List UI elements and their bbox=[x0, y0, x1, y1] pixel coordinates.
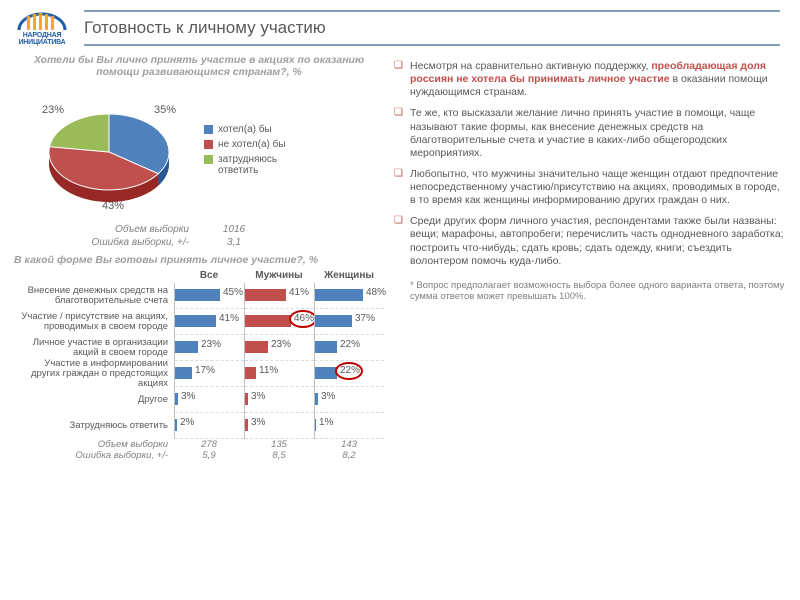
bars-meta: Объем выборки 278 135 143 Ошибка выборки… bbox=[14, 439, 384, 461]
bullet-item: Любопытно, что мужчины значительно чаще … bbox=[394, 168, 786, 207]
bar-cell: 37% bbox=[314, 309, 384, 335]
bars-title: В какой форме Вы готовы принять личное у… bbox=[14, 254, 384, 266]
col-head-1: Мужчины bbox=[244, 270, 314, 283]
bar-cell: 2% bbox=[174, 413, 244, 439]
header: НАРОДНАЯ ИНИЦИАТИВА Готовность к личному… bbox=[0, 0, 800, 46]
bar-cell: 3% bbox=[244, 413, 314, 439]
bar-cell: 22% bbox=[314, 361, 384, 387]
legend-2: затрудняюсь ответить bbox=[218, 154, 313, 176]
bar-row-label: Участие / присутствие на акциях, проводи… bbox=[14, 309, 174, 335]
bullet-item: Те же, кто высказали желание лично приня… bbox=[394, 107, 786, 160]
bar-cell: 48% bbox=[314, 283, 384, 309]
legend-1: не хотел(а) бы bbox=[218, 139, 286, 150]
pie-legend: хотел(а) бы не хотел(а) бы затрудняюсь о… bbox=[204, 124, 313, 180]
bars-chart: Все Мужчины Женщины Внесение денежных ср… bbox=[14, 270, 384, 439]
bar-row-label: Внесение денежных средств на благотворит… bbox=[14, 283, 174, 309]
page-title: Готовность к личному участию bbox=[84, 10, 780, 46]
bar-cell: 23% bbox=[174, 335, 244, 361]
bar-row-label: Затрудняюсь ответить bbox=[14, 413, 174, 439]
bar-row-label: Другое bbox=[14, 387, 174, 413]
bullet-item: Несмотря на сравнительно активную поддер… bbox=[394, 60, 786, 99]
bullet-item: Среди других форм личного участия, респо… bbox=[394, 215, 786, 268]
brand-logo: НАРОДНАЯ ИНИЦИАТИВА bbox=[10, 10, 74, 46]
pie-meta-error: Ошибка выборки, +/-3,1 bbox=[14, 237, 384, 248]
footnote: * Вопрос предполагает возможность выбора… bbox=[394, 280, 786, 303]
pie-chart: 35% 43% 23% bbox=[14, 82, 204, 222]
bullet-list: Несмотря на сравнительно активную поддер… bbox=[394, 60, 786, 268]
bar-cell: 22% bbox=[314, 335, 384, 361]
bar-cell: 1% bbox=[314, 413, 384, 439]
bar-cell: 3% bbox=[314, 387, 384, 413]
pie-val-1: 43% bbox=[102, 200, 124, 212]
brand-line1: НАРОДНАЯ bbox=[10, 32, 74, 39]
bar-row-label: Участие в информировании других граждан … bbox=[14, 361, 174, 387]
pie-title: Хотели бы Вы лично принять участие в акц… bbox=[14, 54, 384, 78]
bar-cell: 17% bbox=[174, 361, 244, 387]
brand-line2: ИНИЦИАТИВА bbox=[10, 39, 74, 46]
bar-cell: 3% bbox=[244, 387, 314, 413]
pie-val-2: 23% bbox=[42, 104, 64, 116]
col-head-0: Все bbox=[174, 270, 244, 283]
col-head-2: Женщины bbox=[314, 270, 384, 283]
bar-cell: 23% bbox=[244, 335, 314, 361]
pie-val-0: 35% bbox=[154, 104, 176, 116]
bar-cell: 11% bbox=[244, 361, 314, 387]
bar-cell: 41% bbox=[174, 309, 244, 335]
bar-cell: 41% bbox=[244, 283, 314, 309]
legend-0: хотел(а) бы bbox=[218, 124, 272, 135]
bar-cell: 3% bbox=[174, 387, 244, 413]
bar-cell: 45% bbox=[174, 283, 244, 309]
pie-meta-sample: Объем выборки1016 bbox=[14, 224, 384, 235]
bar-cell: 46% bbox=[244, 309, 314, 335]
